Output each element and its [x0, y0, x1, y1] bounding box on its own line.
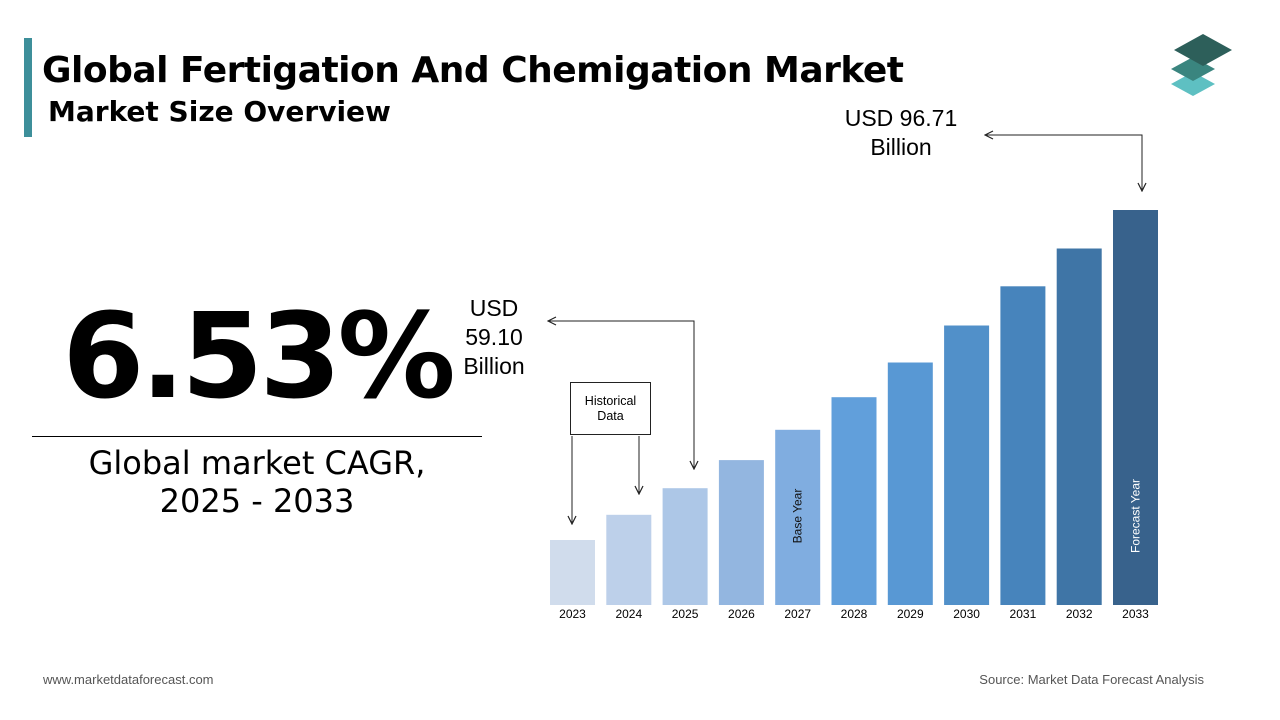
layers-logo-icon [1171, 34, 1232, 96]
historical-data-box: Historical Data [570, 382, 651, 435]
footer-website: www.marketdataforecast.com [43, 672, 214, 687]
forecast-value-line1: USD 96.71 [844, 105, 958, 131]
page-subtitle: Market Size Overview [48, 95, 391, 128]
bar-2025 [662, 488, 708, 605]
bar-2033 [1113, 210, 1158, 605]
base-value-callout: USD 59.10 Billion [453, 294, 535, 381]
base-value-line3: Billion [463, 353, 525, 379]
bar-2028 [831, 397, 877, 605]
base-callout-arrow [548, 321, 694, 469]
footer-source: Source: Market Data Forecast Analysis [979, 672, 1204, 687]
bar-2023 [550, 540, 595, 605]
x-tick-label-2030: 2030 [953, 607, 980, 621]
bar-2031 [1000, 286, 1046, 605]
bar-annotation-2033: Forecast Year [1129, 479, 1143, 553]
bar-2027 [775, 429, 821, 605]
forecast-value-line2: Billion [870, 134, 932, 160]
forecast-value-callout: USD 96.71 Billion [836, 104, 966, 162]
base-value-line1: USD [469, 295, 519, 321]
cagr-value: 6.53% [62, 287, 455, 425]
x-tick-label-2028: 2028 [841, 607, 868, 621]
cagr-divider [32, 436, 482, 437]
bar-2030 [944, 325, 990, 605]
cagr-label-line1: Global market CAGR, [88, 444, 426, 482]
cagr-label-line2: 2025 - 2033 [159, 482, 355, 520]
cagr-label: Global market CAGR, 2025 - 2033 [32, 444, 482, 520]
x-tick-label-2023: 2023 [559, 607, 586, 621]
bar-2026 [718, 460, 764, 605]
x-tick-label-2026: 2026 [728, 607, 755, 621]
title-accent-bar [24, 38, 32, 137]
base-value-line2: 59.10 [465, 324, 523, 350]
x-tick-label-2024: 2024 [615, 607, 642, 621]
bar-group: 2023 2024 2025 2026 2027 Base Year 2028 2029 203… [550, 210, 1158, 621]
x-tick-label-2033: 2033 [1122, 607, 1149, 621]
bar-2029 [887, 362, 933, 605]
x-tick-label-2029: 2029 [897, 607, 924, 621]
bar-2032 [1056, 248, 1102, 605]
x-tick-label-2031: 2031 [1010, 607, 1037, 621]
callout-arrows [548, 135, 1142, 524]
page-title: Global Fertigation And Chemigation Marke… [42, 50, 904, 91]
x-tick-label-2025: 2025 [672, 607, 699, 621]
bar-annotation-2027: Base Year [791, 489, 805, 544]
forecast-callout-arrow [985, 135, 1142, 191]
x-tick-label-2032: 2032 [1066, 607, 1093, 621]
x-tick-label-2027: 2027 [784, 607, 811, 621]
bar-2024 [606, 514, 652, 605]
